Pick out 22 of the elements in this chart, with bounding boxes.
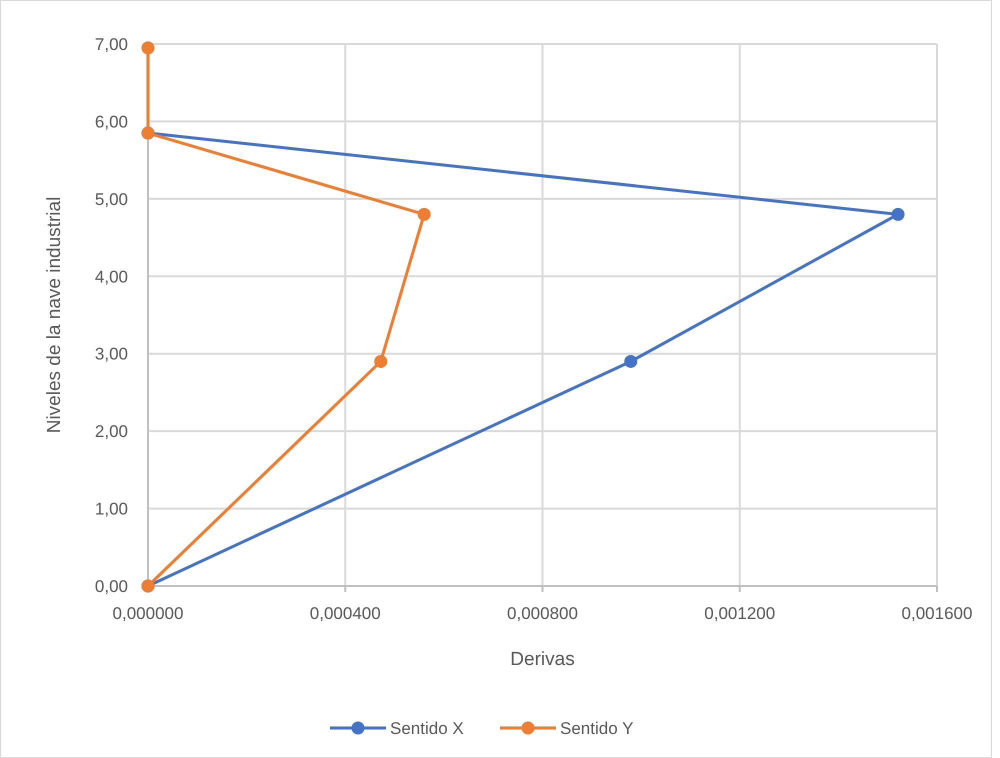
point [418, 208, 431, 221]
y-tick-label: 2,00 [94, 422, 128, 442]
x-tick-label: 0,000000 [112, 604, 184, 623]
x-tick-label: 0,001600 [902, 604, 972, 623]
y-tick-label: 3,00 [94, 344, 128, 364]
x-tick-label: 0,000800 [507, 604, 578, 623]
x-axis-title: Derivas [510, 649, 575, 670]
point [892, 208, 905, 221]
x-tick-label: 0,000400 [310, 604, 381, 623]
point [142, 41, 154, 54]
legend-label: Sentido Y [560, 719, 634, 738]
y-tick-label: 4,00 [94, 267, 128, 286]
legend-label: Sentido X [390, 719, 464, 738]
y-axis-title: Niveles de la nave industrial [44, 196, 65, 434]
y-tick-label: 1,00 [94, 500, 128, 519]
y-tick-label: 5,00 [94, 190, 128, 209]
point [374, 354, 388, 368]
point [624, 354, 638, 368]
y-tick-label: 7,00 [94, 35, 128, 54]
y-tick-label: 0,00 [94, 577, 128, 596]
x-tick-label: 0,001200 [704, 604, 776, 623]
y-tick-label: 6,00 [94, 112, 128, 132]
